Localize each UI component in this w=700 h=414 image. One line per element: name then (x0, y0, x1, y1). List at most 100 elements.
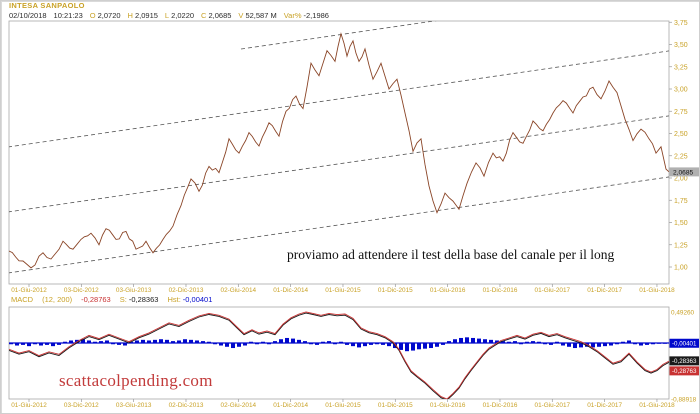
macd-histogram-bar (501, 341, 505, 343)
macd-histogram-bar (615, 343, 619, 345)
macd-histogram-bar (579, 343, 583, 348)
macd-histogram-bar (153, 339, 157, 343)
trend-channel-line (240, 21, 437, 50)
macd-histogram-bar (57, 343, 61, 345)
macd-histogram-bar (171, 341, 175, 343)
price-panel-border (8, 20, 670, 285)
date-axis-label: 02-Giu-2014 (221, 402, 257, 409)
trend-channel-line (9, 115, 669, 213)
macd-histogram-bar (507, 341, 511, 343)
date-axis-label: 02-Dic-2013 (169, 402, 204, 409)
macd-histogram-bar (513, 341, 517, 343)
macd-histogram-bar (183, 339, 187, 343)
date-axis-label: 01-Dic-2015 (378, 287, 413, 294)
macd-histogram-bar (423, 343, 427, 349)
macd-histogram-bar (603, 343, 607, 347)
date-axis-label: 01-Giu-2015 (325, 287, 361, 294)
macd-histogram-bar (267, 343, 271, 345)
macd-histogram-bar (483, 339, 487, 343)
date-axis-label: 01-Giu-2018 (639, 287, 675, 294)
macd-histogram-bar (537, 341, 541, 343)
date-axis-label: 01-Dic-2016 (483, 402, 518, 409)
macd-histogram-bar (51, 343, 55, 347)
last-price-box (669, 167, 699, 177)
macd-histogram-bar (237, 343, 241, 347)
price-axis-label: 2,25 (674, 153, 688, 160)
macd-histogram-bar (387, 343, 391, 347)
macd-name: MACD (11, 295, 34, 304)
macd-histogram-bar (135, 340, 139, 343)
macd-line (9, 311, 669, 399)
macd-histogram-bar (477, 338, 481, 343)
macd-histogram-bar (243, 343, 247, 346)
macd-histogram-bar (147, 340, 151, 343)
macd-histogram-bar (519, 343, 523, 345)
price-axis-label: 1,50 (674, 220, 688, 227)
header: INTESA SANPAOLO (9, 2, 85, 10)
macd-histogram-bar (453, 339, 457, 343)
price-axis-label: 2,50 (674, 131, 688, 138)
price-axis-label: 2,00 (674, 176, 688, 183)
macd-value-box-label: -0,28363 (672, 358, 697, 365)
macd-histogram-bar (219, 343, 223, 346)
date-axis-label: 01-Dic-2014 (273, 287, 308, 294)
macd-histogram-bar (651, 343, 655, 345)
macd-histogram-bar (93, 341, 97, 343)
trend-channel-line (9, 176, 669, 274)
close-label: C (201, 11, 207, 20)
date-axis-label: 03-Giu-2013 (116, 402, 152, 409)
macd-histogram-bar (321, 341, 325, 343)
macd-histogram-bar (639, 343, 643, 346)
macd-histogram-bar (207, 341, 211, 343)
macd-histogram-bar (63, 341, 67, 343)
date-axis-label: 01-Dic-2017 (587, 287, 622, 294)
macd-histogram-bar (471, 337, 475, 343)
macd-histogram-bar (105, 340, 109, 343)
date-axis-label: 01-Giu-2016 (430, 402, 466, 409)
macd-histogram-bar (417, 343, 421, 350)
quote-date: 02/10/2018 (9, 11, 47, 20)
macd-histogram-bar (165, 339, 169, 343)
macd-histogram-bar (357, 343, 361, 348)
macd-histogram-bar (81, 339, 85, 343)
macd-histogram-bar (39, 343, 43, 346)
chart-annotation: proviamo ad attendere il test della base… (287, 247, 615, 262)
macd-params: (12, 200) (42, 295, 73, 304)
date-axis-label: 01-Giu-2018 (639, 402, 675, 409)
macd-histogram-bar (9, 343, 13, 345)
price-axis-label: 3,00 (674, 87, 688, 94)
date-axis-label: 01-Giu-2017 (535, 287, 571, 294)
macd-histogram-bar (645, 343, 649, 345)
signal-line (9, 312, 669, 399)
macd-histogram-bar (87, 340, 91, 343)
macd-panel-border (8, 306, 670, 400)
macd-histogram-bar (567, 343, 571, 347)
low-value: 2,0220 (171, 11, 195, 20)
signal-label: S: (119, 295, 127, 304)
macd-histogram-bar (549, 343, 553, 345)
macd-histogram-bar (621, 341, 625, 343)
date-axis-label: 01-Dic-2016 (483, 287, 518, 294)
macd-header: MACD (12, 200) -0,28763 S: -0,28363 Hst: -0,00… (11, 296, 221, 304)
date-axis-label: 01-Giu-2017 (535, 402, 571, 409)
macd-histogram-bar (525, 341, 529, 343)
macd-histogram-bar (531, 341, 535, 343)
date-axis-label: 01-Dic-2014 (273, 402, 308, 409)
macd-histogram-bar (543, 343, 547, 345)
date-axis-label: 01-Giu-2012 (11, 402, 47, 409)
macd-histogram-bar (405, 343, 409, 352)
price-axis-label: 3,50 (674, 42, 688, 49)
macd-histogram-bar (381, 343, 385, 345)
macd-histogram-bar (399, 343, 403, 350)
macd-histogram-bar (309, 343, 313, 345)
macd-histogram-bar (339, 341, 343, 343)
close-value: 2,0685 (208, 11, 232, 20)
macd-histogram-bar (201, 341, 205, 343)
macd-histogram-bar (351, 343, 355, 347)
high-value: 2,0915 (134, 11, 158, 20)
macd-histogram-bar (99, 341, 103, 343)
macd-value-box (669, 366, 699, 376)
macd-histogram-bar (213, 343, 217, 345)
